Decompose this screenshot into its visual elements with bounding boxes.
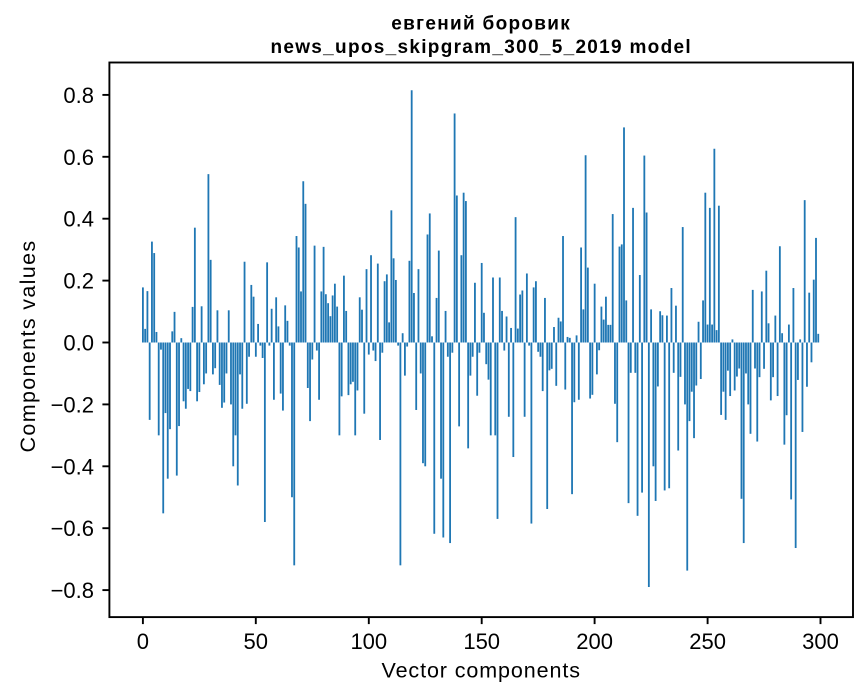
- svg-text:news_upos_skipgram_300_5_2019: news_upos_skipgram_300_5_2019 model: [270, 37, 691, 58]
- svg-text:100: 100: [350, 629, 387, 654]
- svg-text:−0.6: −0.6: [51, 516, 94, 541]
- svg-text:Vector components: Vector components: [382, 659, 581, 683]
- svg-text:−0.8: −0.8: [51, 578, 94, 603]
- svg-text:150: 150: [463, 629, 500, 654]
- svg-text:0.4: 0.4: [63, 207, 94, 232]
- svg-text:0.6: 0.6: [63, 145, 94, 170]
- svg-text:250: 250: [689, 629, 726, 654]
- svg-text:0.8: 0.8: [63, 83, 94, 108]
- svg-text:евгений боровик: евгений боровик: [391, 14, 571, 35]
- svg-text:300: 300: [802, 629, 839, 654]
- svg-text:−0.4: −0.4: [51, 454, 94, 479]
- svg-text:0: 0: [137, 629, 149, 654]
- svg-text:200: 200: [576, 629, 613, 654]
- svg-text:0.2: 0.2: [63, 269, 94, 294]
- svg-text:0.0: 0.0: [63, 331, 94, 356]
- svg-text:Components values: Components values: [16, 240, 40, 453]
- svg-text:50: 50: [244, 629, 268, 654]
- svg-text:−0.2: −0.2: [51, 392, 94, 417]
